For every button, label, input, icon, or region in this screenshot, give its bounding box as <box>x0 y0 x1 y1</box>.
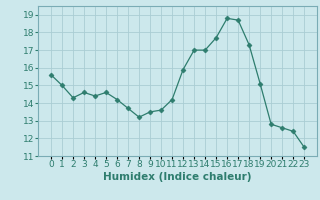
X-axis label: Humidex (Indice chaleur): Humidex (Indice chaleur) <box>103 172 252 182</box>
